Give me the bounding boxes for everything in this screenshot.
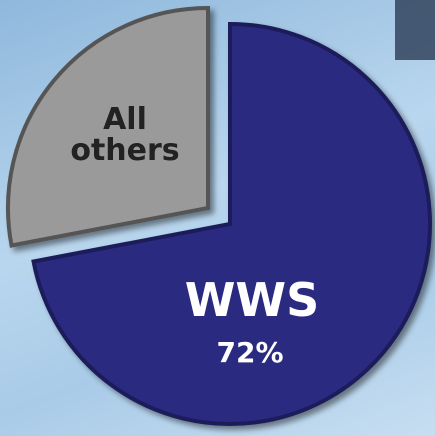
chart: WWS 72% All others	[0, 0, 435, 436]
slice-label: WWS	[152, 276, 352, 324]
slice-label: All others	[70, 104, 180, 167]
background-shape	[395, 0, 435, 60]
value-label: 72%	[150, 338, 350, 367]
pie-chart	[0, 0, 435, 436]
